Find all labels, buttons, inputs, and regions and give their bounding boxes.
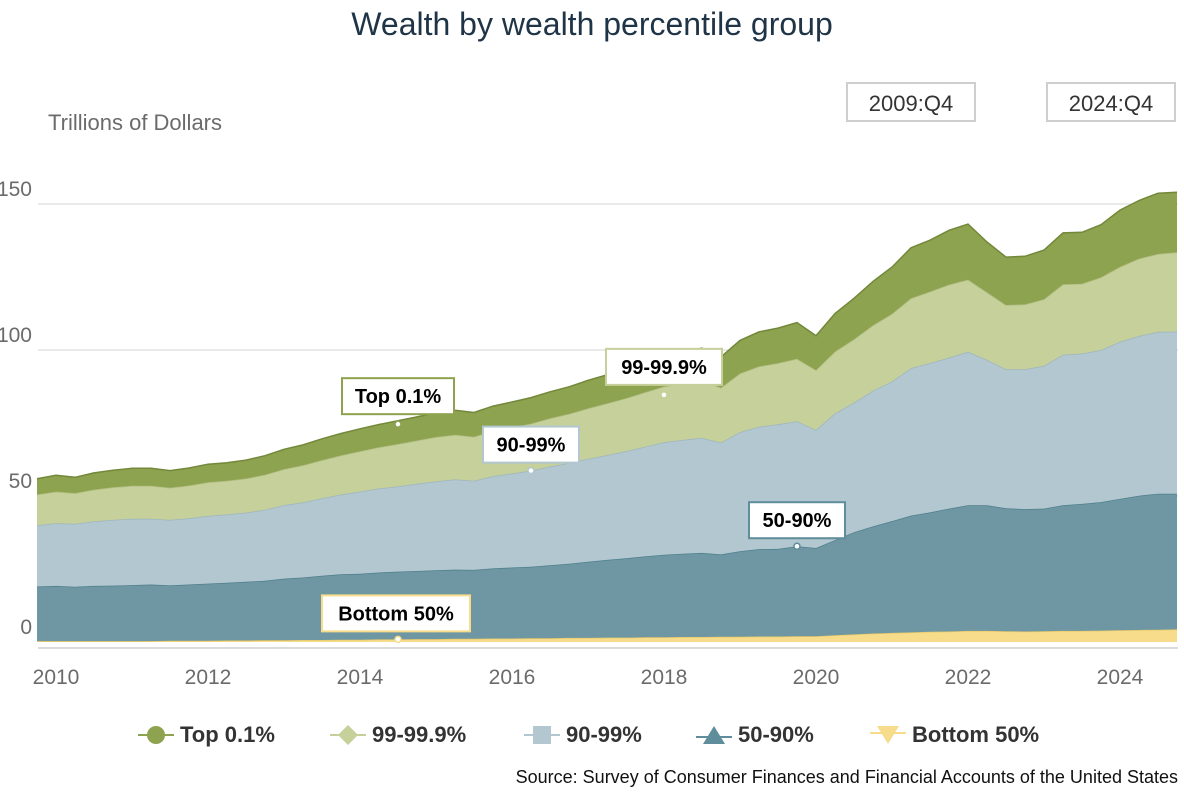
legend-label: 90-99% <box>566 722 642 747</box>
annotation-label: 90-99% <box>497 435 566 457</box>
legend-label: 99-99.9% <box>372 722 467 747</box>
legend-triangle-icon <box>696 726 732 744</box>
y-tick-label: 0 <box>20 616 32 639</box>
area-chart: 0 50 100 150 2010 2012 2014 2016 2018 2020 2022 202… <box>0 178 1178 689</box>
legend-diamond-icon <box>330 725 366 745</box>
y-tick-label: 100 <box>0 324 32 347</box>
annotation-label: Top 0.1% <box>355 386 442 408</box>
y-tick-label: 50 <box>9 470 32 493</box>
legend-label: Top 0.1% <box>180 722 275 747</box>
legend-item-top-0-1[interactable]: Top 0.1% <box>138 722 275 748</box>
annotation-anchor-point <box>394 420 402 428</box>
annotation-label: Bottom 50% <box>338 603 454 625</box>
area-series-bottom-50- <box>37 629 1177 642</box>
y-tick-label: 150 <box>0 178 32 201</box>
x-tick-label: 2022 <box>945 666 992 689</box>
legend-item-bottom-50[interactable]: Bottom 50% <box>870 722 1039 748</box>
area-series-90-99- <box>37 331 1177 587</box>
annotation-anchor-point <box>793 542 801 550</box>
annotation-label: 99-99.9% <box>621 357 707 379</box>
annotation-anchor-point <box>394 635 402 644</box>
area-series-99-99-9- <box>37 252 1177 526</box>
annotation-box <box>341 377 455 416</box>
chart-legend: Top 0.1% 99-99.9% 90-99% 50-90% Bottom 5… <box>0 722 1184 762</box>
legend-triangle-down-icon <box>870 726 906 744</box>
source-note: Source: Survey of Consumer Finances and … <box>515 767 1178 787</box>
x-tick-label: 2020 <box>793 666 840 689</box>
annotation-anchor-point <box>527 466 535 475</box>
x-tick-label: 2010 <box>33 666 80 689</box>
legend-item-99-99-9[interactable]: 99-99.9% <box>330 722 466 748</box>
legend-label: 50-90% <box>738 722 814 747</box>
legend-square-icon <box>524 726 560 744</box>
legend-item-90-99[interactable]: 90-99% <box>524 722 642 748</box>
annotation-box <box>482 425 580 464</box>
annotation-box <box>605 347 723 386</box>
x-tick-label: 2016 <box>489 666 536 689</box>
x-tick-label: 2018 <box>641 666 688 689</box>
legend-item-50-90[interactable]: 50-90% <box>696 722 814 748</box>
legend-label: Bottom 50% <box>912 722 1040 747</box>
x-tick-label: 2012 <box>185 666 232 689</box>
chart-title: Wealth by wealth percentile group <box>351 6 833 42</box>
range-start-input[interactable]: 2009:Q4 <box>846 82 976 122</box>
y-axis-unit-label: Trillions of Dollars <box>48 110 223 135</box>
range-end-input[interactable]: 2024:Q4 <box>1046 82 1176 122</box>
x-tick-label: 2014 <box>337 666 384 689</box>
annotation-box <box>748 501 846 540</box>
annotation-label: 50-90% <box>763 510 832 532</box>
annotation-box <box>321 594 471 633</box>
x-tick-label: 2024 <box>1097 666 1144 689</box>
annotation-anchor-point <box>660 391 668 399</box>
legend-circle-icon <box>138 726 174 744</box>
